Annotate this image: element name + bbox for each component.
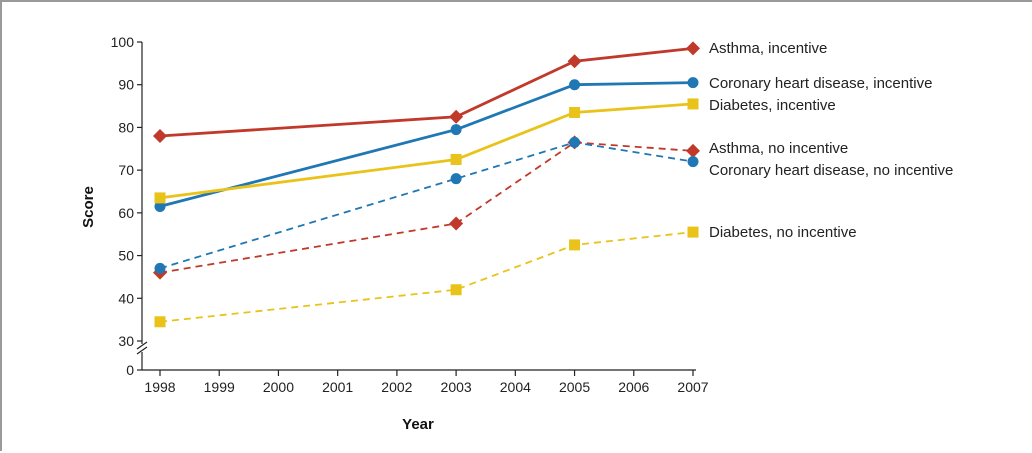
y-tick-label: 100 <box>111 34 135 50</box>
y-tick-label: 60 <box>118 205 134 221</box>
point-asthma-incentive <box>567 54 582 69</box>
point-asthma-incentive <box>449 109 464 124</box>
y-tick-label: 40 <box>118 290 134 306</box>
series-markers <box>153 41 700 328</box>
series-line-coronary-heart-disease-incentive <box>159 81 694 208</box>
y-tick-label: 50 <box>118 248 134 264</box>
axes <box>136 41 696 376</box>
x-tick-label: 2001 <box>322 379 353 395</box>
point-coronary-heart-disease-no-incentive <box>450 173 462 185</box>
point-coronary-heart-disease-incentive <box>154 200 166 212</box>
series-label-coronary-heart-disease-incentive: Coronary heart disease, incentive <box>709 75 932 92</box>
series-line-asthma-incentive <box>159 47 694 138</box>
point-coronary-heart-disease-incentive <box>687 77 699 89</box>
y-tick-label: 0 <box>126 362 134 378</box>
point-coronary-heart-disease-no-incentive <box>154 262 166 274</box>
series-line-asthma-no-incentive <box>159 141 694 274</box>
x-tick-label: 2003 <box>441 379 472 395</box>
point-diabetes-incentive <box>450 153 462 165</box>
point-coronary-heart-disease-no-incentive <box>687 156 699 168</box>
x-tick-label: 2005 <box>559 379 590 395</box>
axis-break-mark <box>136 341 148 350</box>
point-asthma-no-incentive <box>449 216 464 231</box>
x-tick-label: 2006 <box>618 379 649 395</box>
y-tick-label: 70 <box>118 162 134 178</box>
series-label-asthma-no-incentive: Asthma, no incentive <box>709 140 848 157</box>
y-tick-label: 80 <box>118 119 134 135</box>
point-asthma-incentive <box>686 41 700 56</box>
series-line-diabetes-incentive <box>159 102 694 200</box>
series-line-coronary-heart-disease-no-incentive <box>159 141 694 270</box>
point-diabetes-no-incentive <box>687 226 699 238</box>
series-lines <box>159 47 694 323</box>
series-label-diabetes-incentive: Diabetes, incentive <box>709 97 836 114</box>
y-axis-title: Score <box>80 186 97 228</box>
x-axis-title: Year <box>402 416 434 433</box>
point-diabetes-incentive <box>569 106 581 118</box>
series-label-coronary-heart-disease-no-incentive: Coronary heart disease, no incentive <box>709 162 953 179</box>
point-asthma-no-incentive <box>686 143 700 158</box>
point-diabetes-no-incentive <box>569 239 581 251</box>
x-tick-label: 1999 <box>204 379 235 395</box>
y-tick-label: 90 <box>118 77 134 93</box>
x-tick-label: 2004 <box>500 379 531 395</box>
point-coronary-heart-disease-incentive <box>450 124 462 136</box>
series-labels: Asthma, incentive Coronary heart disease,… <box>709 40 953 241</box>
series-line-diabetes-no-incentive <box>159 231 694 323</box>
point-diabetes-no-incentive <box>154 316 166 328</box>
point-diabetes-no-incentive <box>450 284 462 296</box>
series-label-asthma-incentive: Asthma, incentive <box>709 40 827 57</box>
point-coronary-heart-disease-no-incentive <box>569 136 581 148</box>
x-tick-label: 2000 <box>263 379 294 395</box>
x-tick-label: 2007 <box>677 379 708 395</box>
point-coronary-heart-disease-incentive <box>569 79 581 91</box>
point-diabetes-incentive <box>154 192 166 204</box>
y-tick-label: 30 <box>118 333 134 349</box>
x-tick-label: 1998 <box>144 379 175 395</box>
series-label-diabetes-no-incentive: Diabetes, no incentive <box>709 224 857 241</box>
tick-labels: 0 30 40 50 60 70 80 90 100 1998 1999 2000 2001 2002 20… <box>111 34 709 395</box>
point-diabetes-incentive <box>687 98 699 110</box>
point-asthma-incentive <box>153 128 167 143</box>
x-tick-label: 2002 <box>381 379 412 395</box>
axis-break-mark <box>136 346 148 355</box>
